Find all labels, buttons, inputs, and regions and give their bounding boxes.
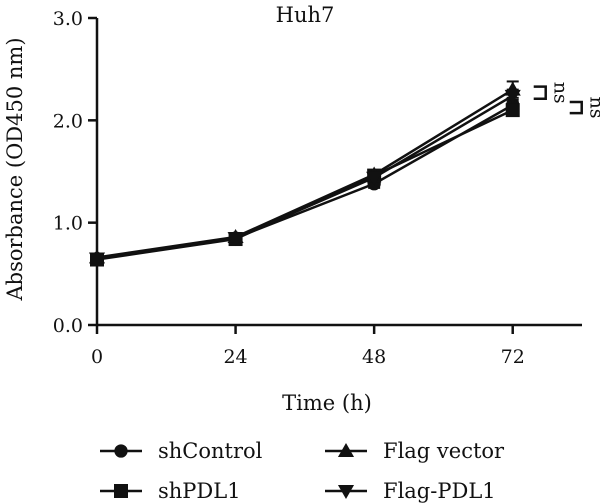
legend-label: Flag vector [383, 439, 505, 463]
series-line [96, 94, 514, 260]
legend-item: Flag vector [325, 439, 505, 463]
significance-bracket: ns [533, 82, 572, 104]
y-tick-label: 3.0 [53, 8, 83, 30]
series-flag-vector [88, 80, 521, 264]
ticks: 0.0 1.0 2.0 3.0 0 24 48 72 [53, 8, 525, 368]
legend-marker [337, 442, 355, 457]
significance-label: ns [586, 97, 600, 119]
series-flag-pdl1 [88, 88, 521, 267]
legend-label: Flag-PDL1 [383, 479, 496, 503]
series-shpdl1 [90, 103, 520, 267]
data-series [88, 80, 521, 267]
legend: shControl shPDL1 Flag vector Flag-PDL1 [100, 439, 505, 503]
chart-title: Huh7 [276, 3, 335, 27]
legend-item: Flag-PDL1 [325, 479, 496, 503]
data-point [366, 171, 383, 186]
data-point [505, 103, 520, 118]
x-tick-label: 48 [362, 346, 386, 368]
y-axis-title: Absorbance (OD450 nm) [3, 37, 27, 301]
x-tick-label: 24 [223, 346, 247, 368]
data-point [227, 232, 244, 247]
y-tick-label: 2.0 [53, 110, 83, 132]
x-axis-title: Time (h) [282, 391, 372, 415]
significance-label: ns [550, 82, 572, 104]
y-tick-label: 1.0 [53, 213, 83, 235]
data-point [504, 89, 521, 104]
axes [95, 18, 582, 327]
y-tick-label: 0.0 [53, 315, 83, 337]
legend-label: shControl [158, 439, 263, 463]
legend-item: shPDL1 [100, 479, 241, 503]
legend-marker [114, 444, 128, 458]
bracket-line [533, 85, 547, 101]
legend-item: shControl [100, 439, 263, 463]
series-line [96, 88, 514, 259]
x-tick-label: 72 [501, 346, 525, 368]
x-tick-label: 0 [91, 346, 103, 368]
significance-bracket: ns [569, 97, 600, 119]
legend-label: shPDL1 [158, 479, 241, 503]
legend-marker [337, 485, 355, 500]
bracket-line [569, 100, 583, 115]
data-point [88, 252, 106, 267]
legend-marker [114, 484, 128, 498]
series-shcontrol [90, 98, 520, 266]
